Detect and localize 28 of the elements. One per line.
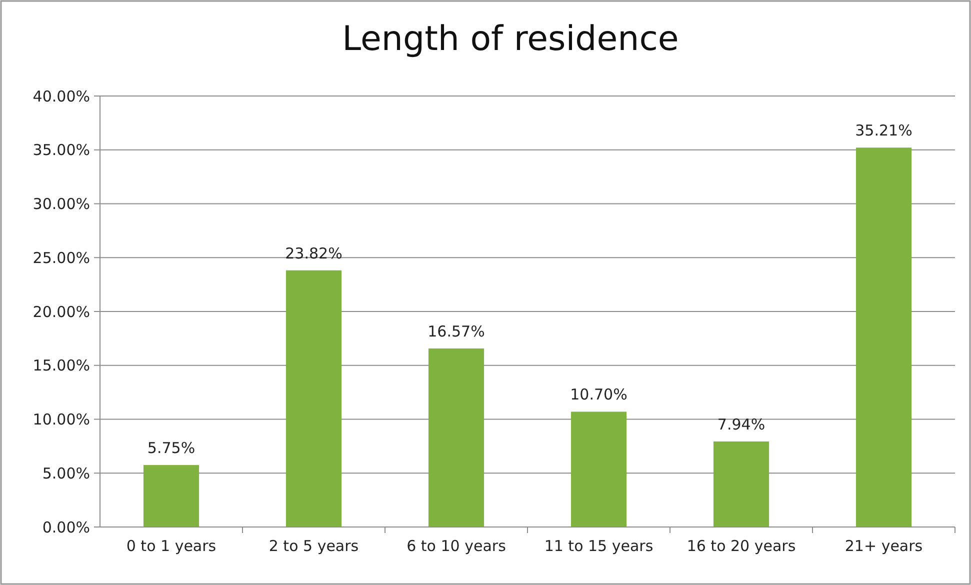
chart-title: Length of residence [342,19,679,59]
data-label: 16.57% [428,322,485,340]
bar [856,148,912,527]
y-tick-label: 20.00% [32,302,90,321]
y-tick-label: 0.00% [42,518,90,536]
x-tick-label: 6 to 10 years [406,537,506,555]
y-tick-label: 35.00% [32,141,90,160]
x-tick-label: 0 to 1 years [126,537,216,555]
data-label: 35.21% [855,122,912,140]
y-tick-label: 5.00% [42,464,90,482]
bar [570,412,627,527]
bar [428,348,484,527]
y-tick-label: 40.00% [32,87,90,106]
y-tick-label: 15.00% [32,356,90,375]
y-tick-label: 25.00% [32,248,90,267]
y-tick-label: 10.00% [32,410,90,428]
bar [286,270,342,527]
x-tick-label: 11 to 15 years [544,537,654,555]
data-label: 7.94% [717,415,766,434]
y-tick-label: 30.00% [32,195,90,213]
bar [713,441,770,527]
bar [143,465,200,527]
data-label: 5.75% [147,439,196,458]
x-tick-label: 21+ years [844,537,923,555]
x-tick-label: 16 to 20 years [686,537,796,555]
x-tick-label: 2 to 5 years [268,537,359,555]
data-label: 10.70% [570,386,628,404]
data-label: 23.82% [285,244,342,262]
